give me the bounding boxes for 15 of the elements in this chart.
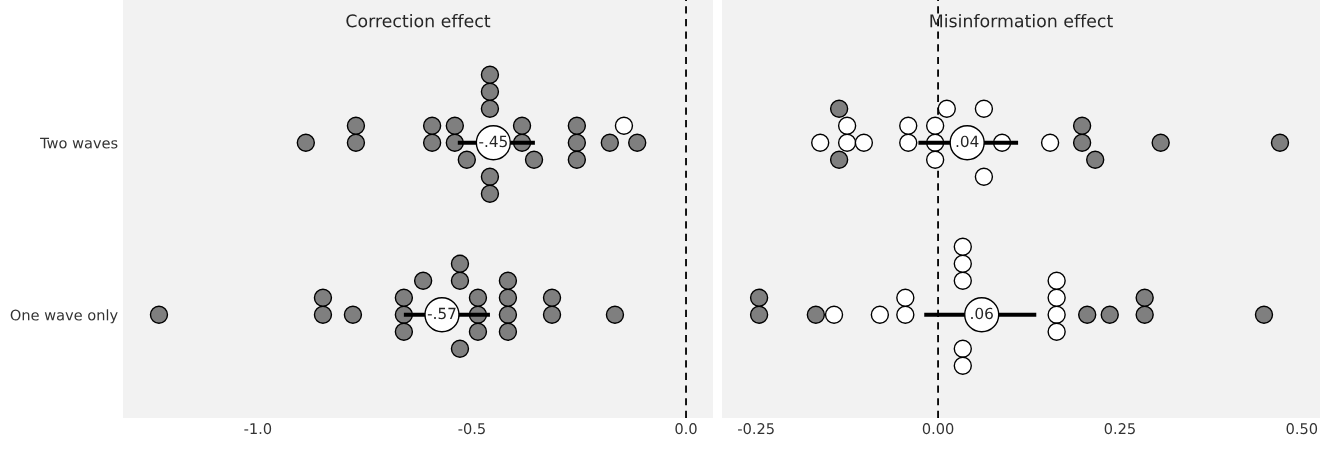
text: Misinformation effect [930,13,1113,28]
x-tick-label: 0.0 [675,423,697,435]
x-tick-label: 0.50 [1286,423,1318,435]
y-tick-label: One wave only [10,309,118,324]
data-label: .04 [956,135,979,148]
x-tick-label: -0.25 [738,423,774,435]
data-label: -.45 [479,135,507,148]
x-tick-label: -0.5 [458,423,485,435]
x-tick-label: -1.0 [244,423,272,435]
data-label: -.57 [427,307,456,320]
y-tick-label: Two waves [40,137,118,149]
x-tick-label: 0.25 [1104,423,1135,435]
x-tick-label: 0.00 [922,423,954,435]
data-label: .06 [971,307,993,320]
text: Correction effect [346,13,491,28]
